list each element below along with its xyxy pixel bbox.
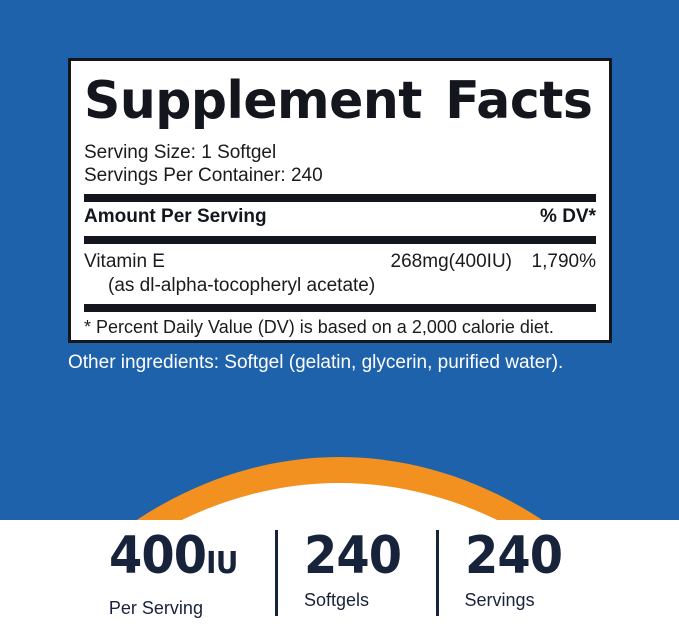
nutrient-name: Vitamin E — [84, 251, 165, 272]
stat-number-400: 400 — [108, 526, 207, 586]
white-bottom-area — [0, 520, 679, 638]
panel-title-word-supplement: Supplement — [84, 71, 422, 131]
title-space — [422, 71, 445, 131]
daily-value-footnote: * Percent Daily Value (DV) is based on a… — [84, 317, 554, 337]
stat-softgels: 240 Softgels — [278, 528, 436, 611]
rule-above-header — [84, 194, 596, 202]
bottom-stats-banner: 400IU Per Serving 240 Softgels 240 Servi… — [0, 528, 679, 624]
header-percent-dv: % DV* — [540, 206, 596, 227]
stat-label-softgels: Softgels — [303, 590, 370, 610]
serving-size-line: Serving Size: 1 Softgel — [84, 142, 277, 163]
panel-title-word-facts: Facts — [445, 71, 593, 131]
nutrient-daily-value: 1,790% — [531, 251, 596, 272]
table-header-row: Amount Per Serving % DV* — [84, 202, 596, 231]
stat-label-servings: Servings — [464, 590, 535, 610]
stat-divider-1 — [274, 530, 278, 616]
stat-divider-2 — [435, 530, 439, 616]
stat-value-softgels: 240 — [303, 526, 402, 586]
nutrient-source: (as dl-alpha-tocopheryl acetate) — [108, 275, 376, 296]
servings-per-container-line: Servings Per Container: 240 — [84, 165, 323, 186]
panel-title: Supplement Facts — [84, 61, 593, 127]
nutrient-amount: 268mg(400IU) — [390, 251, 512, 272]
stat-label-per-serving: Per Serving — [108, 598, 203, 618]
stat-value-servings: 240 — [464, 526, 563, 586]
stat-per-serving: 400IU Per Serving — [83, 528, 275, 619]
rule-above-footnote — [84, 304, 596, 312]
rule-below-header — [84, 236, 596, 244]
other-ingredients-text: Other ingredients: Softgel (gelatin, gly… — [68, 352, 564, 373]
stat-unit-iu: IU — [206, 546, 238, 581]
header-amount-per-serving: Amount Per Serving — [84, 206, 267, 227]
stat-value-per-serving: 400IU — [109, 528, 238, 592]
stat-servings: 240 Servings — [439, 528, 597, 611]
table-row: Vitamin E 268mg(400IU) 1,790% — [84, 244, 596, 273]
supplement-facts-panel: Supplement Facts Serving Size: 1 Softgel… — [68, 58, 612, 343]
